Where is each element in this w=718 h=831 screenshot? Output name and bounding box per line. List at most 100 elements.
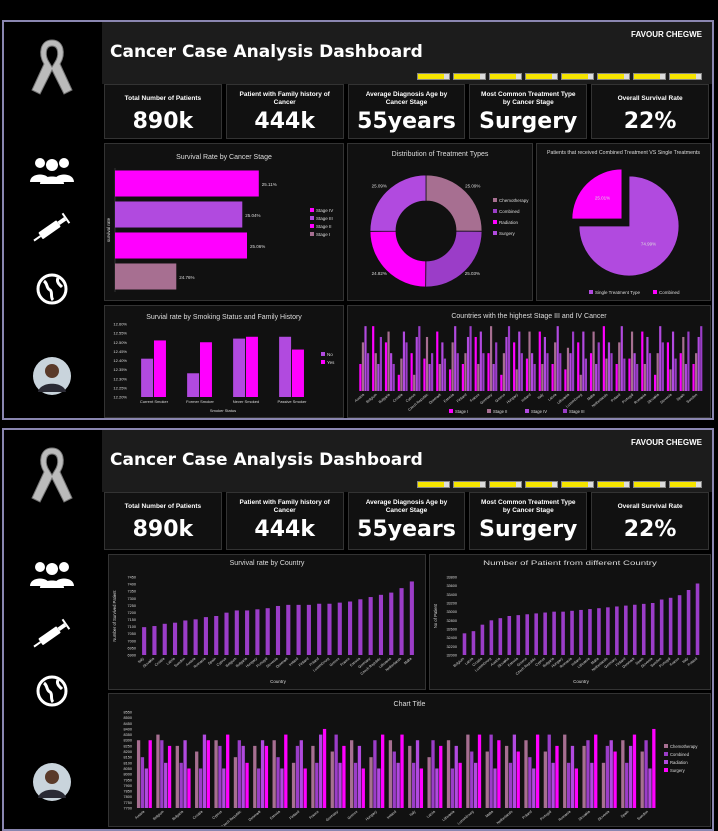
kpi-card: Most Common Treatment Type by Cancer Sta…	[469, 84, 588, 139]
slicer[interactable]	[525, 73, 558, 80]
slicer[interactable]	[489, 481, 522, 488]
tick-label: Spain	[635, 657, 645, 666]
bar	[265, 608, 270, 655]
tick-label: Croatia	[472, 657, 483, 668]
bar	[505, 336, 508, 391]
bar	[601, 762, 606, 808]
legend-entry: Single Treatment Type	[595, 290, 640, 295]
bar	[183, 740, 187, 808]
tick-label: 6950	[128, 646, 136, 650]
syringe-icon[interactable]	[26, 616, 78, 657]
slicer[interactable]	[633, 73, 666, 80]
bar	[253, 745, 257, 808]
slicer[interactable]	[561, 481, 594, 488]
bar	[466, 336, 470, 391]
stage34-chart-panel: Countries with the highest Stage III and…	[347, 305, 711, 418]
bar	[276, 757, 280, 808]
bar	[659, 599, 664, 655]
tick-label: 32400	[446, 636, 457, 640]
bar	[679, 353, 682, 391]
bar	[303, 768, 307, 808]
bar	[233, 757, 238, 808]
bar	[400, 358, 403, 391]
bar	[427, 757, 431, 808]
slicer[interactable]	[633, 481, 666, 488]
combined-chart-panel: Patients that received Combined Treatmen…	[536, 143, 711, 301]
bar	[164, 762, 168, 808]
slicer[interactable]	[453, 481, 486, 488]
bar	[613, 751, 617, 808]
bar	[595, 363, 598, 391]
legend-swatch	[321, 360, 325, 364]
slicer[interactable]	[561, 73, 594, 80]
bar	[504, 745, 509, 808]
axis-label: Smoker Status	[210, 408, 236, 413]
bar	[590, 762, 594, 808]
bar	[327, 603, 332, 655]
syringe-icon[interactable]	[26, 210, 78, 251]
slicer[interactable]	[417, 481, 450, 488]
bar	[361, 342, 365, 391]
slicer[interactable]	[489, 73, 522, 80]
tick-label: 8350	[124, 733, 132, 737]
tick-label: Slovenia	[640, 657, 653, 669]
bar	[198, 768, 203, 808]
bar	[630, 331, 634, 391]
globe-icon[interactable]	[26, 674, 78, 713]
kpi-value: 444k	[254, 109, 315, 134]
bar	[388, 740, 393, 808]
legend-swatch	[589, 290, 593, 294]
tick-label: Current Smoker	[140, 399, 169, 404]
avatar[interactable]	[26, 762, 78, 807]
bar	[419, 768, 424, 808]
tick-label: 8250	[124, 744, 132, 748]
tick-label: Malta	[403, 657, 412, 666]
bar	[451, 342, 454, 391]
tick-label: Austria	[490, 657, 501, 667]
bar	[144, 768, 148, 808]
pie-slice	[578, 175, 680, 277]
bar	[554, 342, 557, 391]
smoking-chart-panel: Survial rate by Smoking Status and Famil…	[104, 305, 344, 418]
slicer[interactable]	[525, 481, 558, 488]
bar	[493, 768, 497, 808]
tick-label: Lithuania	[442, 810, 456, 822]
bar	[650, 603, 655, 655]
bar	[528, 757, 532, 808]
country-survival-chart-panel: Survival rate by Country 6900 6950 7000 7050…	[108, 554, 426, 690]
tick-label: 12.25%	[113, 385, 127, 390]
tick-label: Greece	[516, 657, 528, 668]
slicer[interactable]	[453, 73, 486, 80]
bar	[538, 331, 541, 391]
sidebar	[4, 430, 100, 829]
bar	[183, 620, 188, 655]
slicer[interactable]	[669, 73, 702, 80]
bar	[621, 740, 625, 808]
people-icon[interactable]	[26, 558, 78, 595]
tick-label: 12.45%	[113, 349, 127, 354]
slicer[interactable]	[669, 481, 702, 488]
globe-icon[interactable]	[26, 272, 78, 311]
bar	[513, 342, 516, 391]
data-label: 25.03%	[465, 271, 480, 276]
bar	[656, 353, 659, 391]
slicer[interactable]	[597, 481, 630, 488]
bar	[441, 342, 444, 391]
slicer[interactable]	[417, 73, 450, 80]
tick-label: 7050	[128, 632, 136, 636]
bar	[594, 734, 598, 808]
tick-label: Portugal	[256, 657, 269, 669]
bar	[435, 768, 439, 808]
slicer[interactable]	[597, 73, 630, 80]
bar	[597, 608, 601, 655]
tick-label: Slovakia	[578, 810, 591, 822]
people-icon[interactable]	[26, 154, 78, 191]
tick-label: Ireland	[386, 810, 397, 820]
bar	[260, 740, 265, 808]
tick-label: 33600	[446, 584, 457, 588]
tick-label: Latvia	[426, 810, 436, 819]
bar	[175, 745, 179, 808]
avatar[interactable]	[26, 356, 78, 401]
bar	[508, 762, 513, 808]
tick-label: Hungary	[551, 657, 564, 669]
